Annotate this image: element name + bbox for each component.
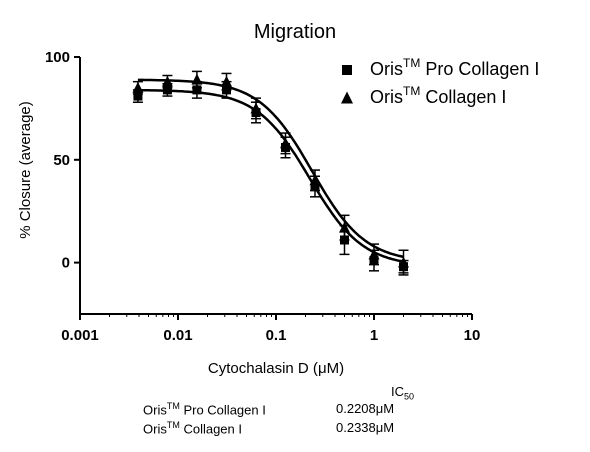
x-axis-label: Cytochalasin D (μM) bbox=[208, 360, 344, 377]
legend-label-sup: TM bbox=[403, 84, 420, 98]
legend-square-icon bbox=[342, 65, 352, 75]
x-axis-label-prefix: Cytochalasin D ( bbox=[208, 360, 318, 377]
ic50-value-unit: M bbox=[383, 401, 395, 416]
legend-label: OrisTM Collagen I bbox=[370, 84, 506, 107]
y-tick-label: 50 bbox=[53, 152, 70, 169]
ic50-row-name-rest: Pro Collagen I bbox=[179, 402, 266, 418]
data-marks bbox=[132, 70, 410, 276]
legend-label-sup: TM bbox=[403, 56, 420, 70]
y-tick-label: 0 bbox=[62, 255, 70, 272]
triangle-point bbox=[250, 102, 262, 114]
ic50-row-name-base: Oris bbox=[143, 421, 167, 437]
triangle-point bbox=[398, 256, 410, 268]
x-tick-label: 10 bbox=[464, 327, 481, 344]
chart-title: Migration bbox=[254, 21, 336, 43]
ic50-header-sub: 50 bbox=[404, 391, 415, 402]
ic50-value-unit: M bbox=[383, 420, 395, 435]
triangle-point bbox=[279, 137, 291, 149]
ic50-row-name-base: Oris bbox=[143, 402, 167, 418]
ic50-row-value: 0.2338μM bbox=[336, 420, 394, 435]
ic50-value-num: 0.2338 bbox=[336, 420, 376, 435]
fit-curves bbox=[137, 78, 404, 263]
ic50-row-name-sup: TM bbox=[166, 401, 180, 411]
ic50-value-mu: μ bbox=[375, 420, 384, 435]
ic50-row-name-sup: TM bbox=[166, 420, 180, 430]
y-tick-label: 100 bbox=[45, 49, 70, 66]
legend-label-rest: Pro Collagen I bbox=[420, 59, 539, 79]
x-tick-label: 0.001 bbox=[61, 327, 99, 344]
x-tick-label: 0.1 bbox=[266, 327, 287, 344]
triangle-point bbox=[368, 248, 380, 260]
legend-label: OrisTM Pro Collagen I bbox=[370, 56, 539, 79]
fit-curve bbox=[137, 78, 404, 259]
square-point bbox=[162, 85, 172, 95]
triangle-point bbox=[161, 75, 173, 87]
x-tick-label: 0.01 bbox=[163, 327, 192, 344]
triangle-point bbox=[191, 73, 203, 85]
legend-label-base: Oris bbox=[370, 87, 403, 107]
triangle-point bbox=[338, 221, 350, 233]
legend-label-rest: Collagen I bbox=[420, 87, 506, 107]
legend-label-base: Oris bbox=[370, 59, 403, 79]
ic50-row-name: OrisTM Collagen I bbox=[143, 420, 242, 436]
ic50-row-name-rest: Collagen I bbox=[179, 421, 242, 437]
x-tick-label: 1 bbox=[370, 327, 378, 344]
ic50-row-name: OrisTM Pro Collagen I bbox=[143, 401, 266, 417]
square-point bbox=[192, 85, 202, 95]
legend-triangle-icon bbox=[341, 91, 353, 104]
triangle-point bbox=[132, 81, 144, 93]
triangle-point bbox=[309, 174, 321, 186]
ic50-row-value: 0.2208μM bbox=[336, 401, 394, 416]
ic50-value-num: 0.2208 bbox=[336, 401, 376, 416]
ic50-header: IC50 bbox=[391, 384, 414, 402]
square-point bbox=[133, 91, 143, 101]
x-axis-label-mu: μ bbox=[318, 360, 327, 377]
ic50-value-mu: μ bbox=[375, 401, 384, 416]
x-axis-label-suffix: M) bbox=[327, 360, 345, 377]
y-axis-label: % Closure (average) bbox=[17, 101, 34, 239]
ic50-header-base: IC bbox=[391, 384, 404, 399]
fit-curve bbox=[137, 88, 404, 263]
triangle-point bbox=[220, 75, 232, 87]
